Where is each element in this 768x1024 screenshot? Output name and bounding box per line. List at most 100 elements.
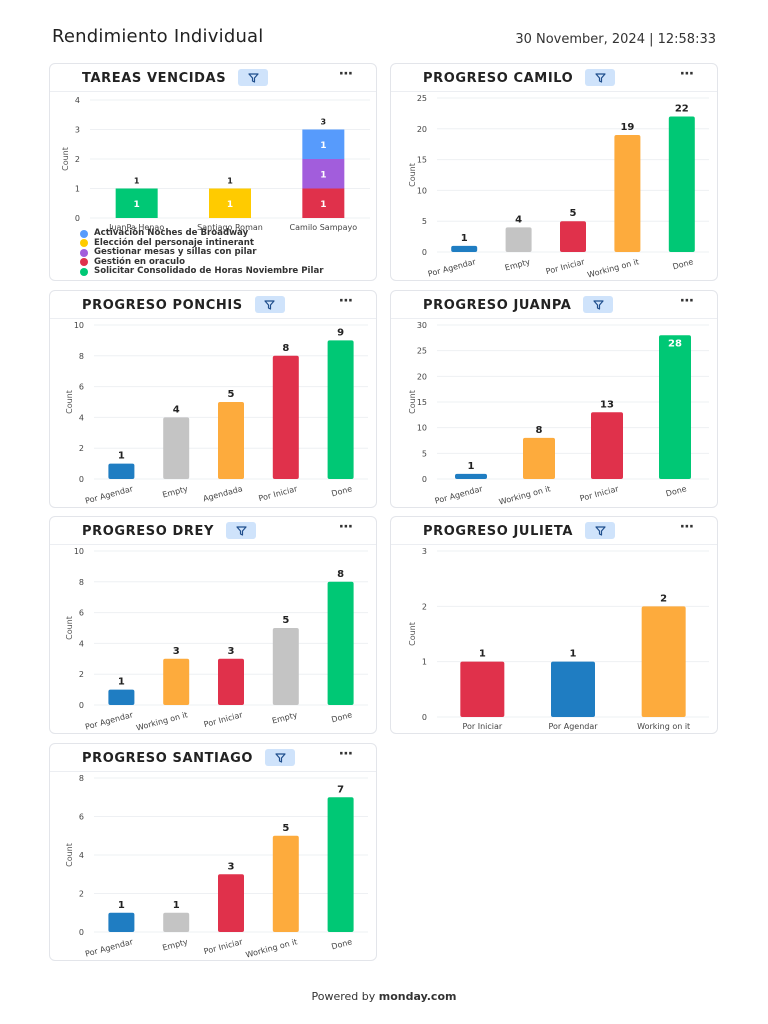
x-tick-label: Por Agendar [427, 257, 477, 279]
y-tick-label: 1 [75, 185, 80, 194]
header-divider [50, 91, 376, 92]
filter-icon [593, 299, 604, 310]
chart-plot: 0 2 4 6 8 Count 1 Por Agendar 1 Empty 3 Por Iniciar… [65, 774, 368, 960]
x-tick-label: Por Agendar [84, 710, 134, 732]
y-tick-label: 4 [79, 413, 84, 422]
legend-item[interactable]: Activación Noches de Broadway [80, 228, 323, 239]
y-tick-label: 10 [74, 547, 84, 556]
x-tick-label: Por Agendar [548, 722, 598, 731]
more-options-icon[interactable]: ⋯ [339, 293, 354, 309]
x-tick-label: Por Agendar [434, 484, 484, 506]
bar [641, 606, 686, 717]
bar [614, 134, 641, 252]
bar [668, 116, 695, 252]
segment-value-label: 1 [320, 200, 326, 210]
y-axis-label: Count [65, 390, 74, 414]
y-axis-label: Count [65, 843, 74, 867]
chart-title: PROGRESO SANTIAGO [82, 751, 254, 766]
filter-button[interactable] [265, 749, 296, 766]
y-tick-label: 3 [75, 126, 80, 135]
bar-value-label: 22 [675, 103, 689, 114]
legend-item[interactable]: Solicitar Consolidado de Horas Noviembre… [80, 266, 323, 277]
x-tick-label: Done [665, 484, 688, 498]
y-axis-label: Count [408, 163, 417, 187]
more-options-icon[interactable]: ⋯ [339, 746, 354, 762]
more-options-icon[interactable]: ⋯ [680, 66, 695, 82]
more-options-icon[interactable]: ⋯ [339, 66, 354, 82]
y-tick-label: 20 [417, 125, 427, 134]
legend-item[interactable]: Elección del personaje intinerant [80, 237, 323, 249]
bar-segment [302, 159, 345, 189]
bar [327, 797, 354, 932]
y-tick-label: 2 [79, 890, 84, 899]
bar-value-label: 1 [570, 649, 577, 660]
x-tick-label: JuanPa Henao [108, 223, 164, 232]
y-tick-label: 0 [422, 713, 427, 722]
chart-card-ponchis: PROGRESO PONCHIS ⋯ 0 2 4 6 8 10 Count 1 Por Agenda… [49, 290, 377, 508]
y-tick-label: 1 [422, 658, 427, 667]
filter-button[interactable] [226, 522, 256, 539]
bar-value-label: 1 [461, 233, 468, 244]
x-tick-label: Empty [161, 484, 189, 499]
legend-label: Activación Noches de Broadway [94, 228, 249, 238]
datetime: 30 November, 2024 | 12:58:33 [515, 32, 716, 47]
bar [327, 340, 354, 479]
chart-title: PROGRESO CAMILO [423, 71, 574, 86]
bar-value-label: 4 [173, 404, 180, 415]
x-tick-label: Por Iniciar [462, 722, 502, 731]
bar-segment [115, 188, 158, 218]
x-tick-label: Working on it [498, 484, 552, 506]
legend-item[interactable]: Gestionar mesas y sillas con pilar [80, 247, 323, 258]
bar-value-label: 1 [118, 451, 125, 462]
filter-button[interactable] [585, 522, 616, 539]
legend-label: Gestionar mesas y sillas con pilar [94, 247, 257, 257]
y-tick-label: 0 [79, 928, 84, 937]
filter-icon [595, 72, 606, 83]
bar [460, 661, 505, 717]
chart-plot: 0 1 2 3 4 Count 1 1 JuanPa Henao 1 1 Santiago Roman… [61, 96, 370, 232]
bar-value-label: 5 [282, 823, 289, 834]
filter-button[interactable] [585, 69, 616, 86]
chart-legend: Activación Noches de Broadway Elección de… [80, 228, 323, 277]
header-divider [391, 91, 717, 92]
filter-icon [264, 299, 275, 310]
x-tick-label: Empty [271, 710, 299, 725]
bar [163, 658, 190, 705]
y-tick-label: 6 [79, 813, 84, 822]
bar [327, 581, 354, 705]
y-tick-label: 10 [74, 321, 84, 330]
chart-title: PROGRESO PONCHIS [82, 298, 243, 313]
bar-value-label: 8 [337, 569, 344, 580]
legend-dot-icon [80, 258, 88, 267]
bar-value-label: 3 [228, 646, 235, 657]
y-tick-label: 5 [422, 217, 427, 226]
more-options-icon[interactable]: ⋯ [680, 519, 695, 535]
chart-title: PROGRESO JULIETA [423, 524, 574, 539]
filter-icon [248, 72, 259, 83]
chart-card-tareas: TAREAS VENCIDAS ⋯ 0 1 2 3 4 Count 1 1 JuanPa Henao… [49, 63, 377, 281]
x-tick-label: Agendada [202, 484, 244, 503]
chart-title: PROGRESO JUANPA [423, 298, 572, 313]
y-tick-label: 6 [79, 609, 84, 618]
filter-button[interactable] [583, 296, 614, 313]
legend-dot-icon [80, 248, 88, 257]
header-divider [50, 318, 376, 319]
y-tick-label: 2 [75, 155, 80, 164]
brand-logo[interactable]: monday.com [378, 990, 457, 1003]
bar-value-label: 1 [468, 461, 475, 472]
bar-value-label: 8 [282, 343, 289, 354]
legend-label: Elección del personaje intinerant [94, 237, 254, 248]
chart-plot: 0 5 10 15 20 25 Count 1 Por Agendar 4 Empty 5 Por In… [408, 94, 709, 280]
legend-item[interactable]: Gestión en oraculo [80, 257, 323, 268]
more-options-icon[interactable]: ⋯ [680, 293, 695, 309]
bar [591, 412, 623, 479]
x-tick-label: Empty [504, 257, 532, 272]
bar-value-label: 5 [570, 208, 577, 219]
y-tick-label: 10 [417, 424, 427, 433]
x-tick-label: Working on it [135, 710, 189, 732]
filter-button[interactable] [238, 69, 269, 86]
chart-card-camilo: PROGRESO CAMILO ⋯ 0 5 10 15 20 25 Count 1 Por Agen… [390, 63, 718, 281]
filter-button[interactable] [254, 296, 285, 313]
more-options-icon[interactable]: ⋯ [339, 519, 354, 535]
bar-value-label: 13 [600, 399, 614, 410]
